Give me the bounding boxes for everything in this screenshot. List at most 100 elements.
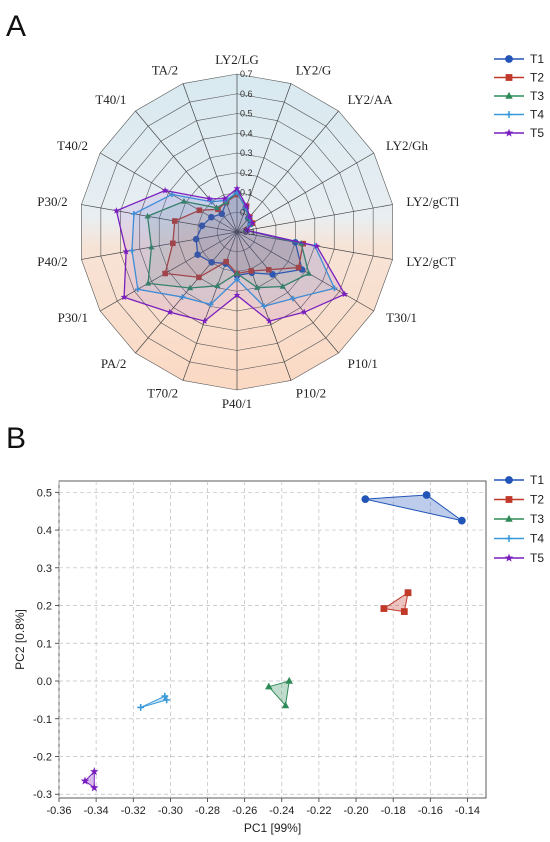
- legend-marker-t2: [505, 74, 513, 81]
- radar-point-t3: [180, 198, 188, 204]
- point-t2: [380, 605, 388, 612]
- radar-point-t1: [198, 222, 206, 230]
- point-t1: [361, 495, 370, 504]
- y-tick-label: -0.1: [33, 714, 52, 726]
- hull-t3: [267, 680, 290, 707]
- radar-point-t5: [248, 219, 256, 227]
- radar-point-t4: [208, 198, 215, 205]
- point-t5: [90, 783, 99, 792]
- radar-point-t1: [192, 235, 200, 243]
- spoke-label: P40/2: [37, 254, 67, 269]
- x-tick-label: -0.16: [418, 805, 443, 817]
- scatter-points: [80, 491, 466, 792]
- radar-point-t2: [265, 267, 272, 273]
- point-t4: [161, 692, 169, 700]
- radar-point-t3: [254, 284, 261, 290]
- point-t3: [265, 682, 273, 690]
- spoke-label: LY2/LG: [215, 52, 258, 67]
- panel-a-letter: A: [6, 10, 26, 43]
- radial-tick-label: 0.2: [240, 168, 253, 178]
- radar-point-t2: [196, 274, 202, 281]
- y-tick-label: 0.2: [37, 601, 52, 613]
- y-tick-label: 0.3: [37, 563, 52, 575]
- panel-b-letter: B: [6, 422, 26, 455]
- scatter-legend: T1 T2 T3 T4 T5: [494, 473, 544, 565]
- radar-point-t2: [196, 207, 203, 214]
- radar-point-t1: [194, 251, 201, 259]
- radar-chart: LY2/LG LY2/G LY2/AA LY2/Gh LY2/gCTl LY2/gCT T3…: [37, 52, 459, 411]
- radar-point-t5: [120, 293, 128, 301]
- radar-point-t3: [186, 284, 194, 291]
- x-tick-label: -0.24: [269, 805, 294, 817]
- radar-point-t5: [166, 308, 174, 316]
- hull-t2: [382, 591, 409, 613]
- x-tick-label: -0.32: [121, 805, 146, 817]
- point-t3: [285, 676, 293, 684]
- hull-t1: [365, 494, 463, 522]
- pca-scatter-chart: -0.36 -0.34 -0.32 -0.30 -0.28 -0.26 -0.24 -0.22…: [13, 480, 487, 835]
- legend-marker-t3: [505, 91, 513, 99]
- radar-legend: T1 T2 T3 T4 T5: [494, 52, 544, 140]
- radar-spoke: [81, 204, 238, 233]
- spoke-label: T30/1: [386, 310, 417, 325]
- x-tick-label: -0.30: [158, 805, 183, 817]
- radar-spoke: [182, 83, 238, 233]
- radar-point-t5: [233, 291, 241, 299]
- radar-spoke: [236, 204, 393, 233]
- radar-point-t4: [207, 301, 214, 308]
- radar-point-t4: [234, 276, 240, 283]
- radial-tick-label: 0: [240, 207, 245, 217]
- radar-point-t3: [148, 243, 155, 250]
- radar-grid: [81, 73, 393, 391]
- hull-t4: [140, 695, 168, 708]
- radar-point-t5: [313, 242, 321, 250]
- point-t5: [80, 776, 90, 785]
- radar-point-t2: [162, 270, 168, 277]
- point-t3: [281, 701, 290, 709]
- spoke-label: P30/2: [37, 194, 67, 209]
- radar-point-t3: [213, 204, 220, 211]
- x-tick-label: -0.26: [232, 805, 257, 817]
- radar-spoke: [81, 231, 238, 260]
- radar-point-t4: [169, 191, 175, 198]
- legend-marker-t4: [505, 535, 513, 542]
- x-axis-ticks: -0.36 -0.34 -0.32 -0.30 -0.28 -0.26 -0.24 -0.22…: [46, 798, 480, 817]
- scatter-grid: [58, 481, 486, 798]
- point-t2: [400, 608, 408, 615]
- spoke-label: TA/2: [152, 62, 178, 77]
- legend-label: T3: [530, 512, 544, 526]
- radar-point-t3: [144, 212, 151, 219]
- y-tick-label: 0.0: [37, 676, 52, 688]
- radial-tick-label: 0.5: [240, 109, 253, 119]
- legend-label: T3: [530, 89, 544, 103]
- radar-point-t5: [243, 202, 250, 209]
- x-tick-label: -0.36: [46, 805, 71, 817]
- radar-point-t1: [208, 258, 215, 266]
- spoke-label: P40/1: [222, 396, 252, 411]
- legend-marker-t2: [505, 496, 513, 503]
- x-tick-label: -0.22: [306, 805, 331, 817]
- legend-label: T5: [530, 551, 544, 565]
- legend-label: T1: [530, 52, 544, 66]
- radar-point-t4: [331, 285, 338, 292]
- hull-t5: [84, 770, 95, 789]
- scatter-hulls: [84, 494, 463, 789]
- radar-point-t4: [261, 303, 267, 310]
- radar-spoke-labels: LY2/LG LY2/G LY2/AA LY2/Gh LY2/gCTl LY2/gCT T3…: [37, 52, 459, 411]
- spoke-label: P30/1: [58, 310, 88, 325]
- y-tick-label: 0.4: [37, 525, 52, 537]
- radar-point-t4: [290, 295, 296, 302]
- radar-spoke: [236, 231, 375, 312]
- point-t4: [163, 696, 171, 704]
- radar-spoke: [236, 152, 375, 233]
- y-tick-label: -0.3: [33, 789, 52, 801]
- radar-point-t5: [246, 213, 254, 220]
- radar-point-t1: [218, 210, 226, 218]
- spoke-label: LY2/gCTl: [406, 194, 459, 209]
- spoke-label: P10/2: [296, 386, 326, 401]
- legend-label: T2: [530, 71, 544, 85]
- radial-tick-label: 0.7: [240, 69, 253, 79]
- point-t4: [137, 704, 145, 711]
- spoke-label: T70/2: [147, 386, 178, 401]
